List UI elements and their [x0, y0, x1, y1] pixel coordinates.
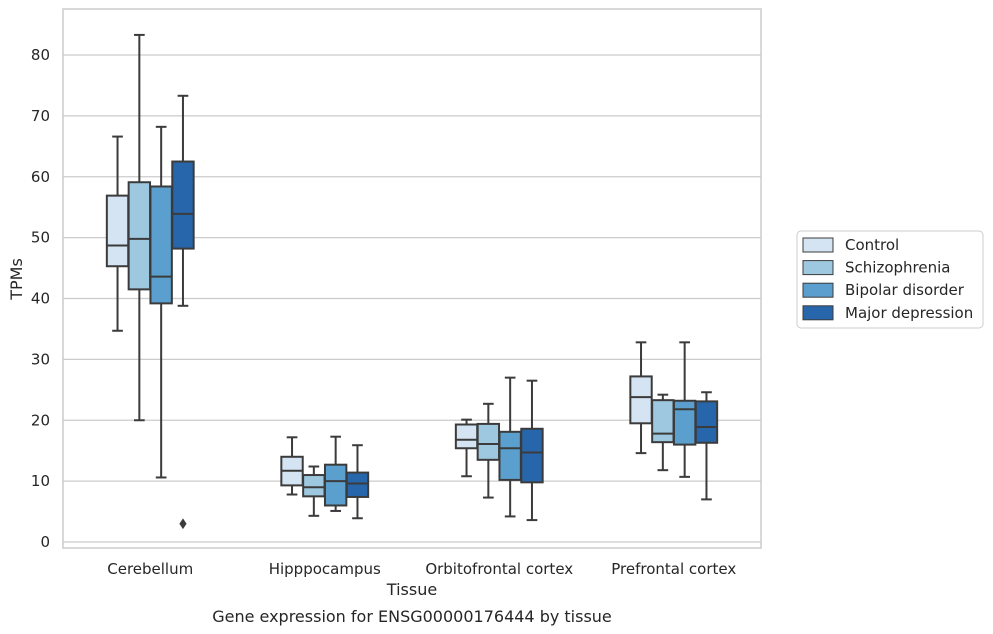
box-iqr — [672, 399, 697, 446]
box-group — [127, 33, 152, 422]
box-group — [651, 393, 675, 472]
legend-frame — [796, 230, 984, 329]
legend-label: Major depression — [845, 304, 973, 322]
grid-lines — [63, 54, 761, 543]
box-iqr — [651, 399, 675, 444]
boxes — [105, 33, 719, 530]
box-group — [149, 125, 173, 479]
box-iqr — [345, 471, 370, 498]
legend-swatch — [802, 305, 834, 321]
box-iqr — [454, 423, 479, 450]
box-iqr — [302, 474, 326, 498]
y-tick-label: 10 — [31, 472, 50, 490]
y-tick-label: 50 — [31, 229, 50, 247]
y-tick-label: 40 — [31, 290, 50, 308]
y-tick-label: 30 — [31, 350, 50, 368]
box-group — [454, 418, 479, 478]
plot-area — [62, 8, 762, 549]
box-group — [476, 402, 501, 499]
box-iqr — [105, 194, 130, 268]
box-group — [171, 94, 195, 530]
box-iqr — [127, 181, 152, 291]
box-iqr — [323, 463, 348, 507]
x-tick-label: Hipppocampus — [269, 560, 381, 578]
chart-caption: Gene expression for ENSG00000176444 by t… — [212, 607, 612, 626]
legend-label: Schizophrenia — [845, 259, 950, 277]
y-axis-label: TPMs — [7, 258, 26, 301]
outlier-point — [179, 518, 187, 530]
legend-label: Bipolar disorder — [845, 281, 965, 299]
y-tick-label: 70 — [31, 107, 50, 125]
box-iqr — [476, 422, 501, 461]
x-tick-label: Orbitofrontal cortex — [425, 560, 573, 578]
box-iqr — [520, 427, 544, 484]
box-iqr — [171, 160, 195, 250]
y-tick-label: 20 — [31, 411, 50, 429]
legend-label: Control — [845, 236, 899, 254]
box-group — [498, 376, 522, 518]
legend-swatch — [802, 260, 834, 276]
box-iqr — [694, 400, 719, 444]
box-group — [345, 444, 370, 520]
legend: Control Schizophrenia Bipolar disorder Majo… — [796, 230, 984, 329]
legend-swatch — [802, 237, 834, 253]
x-axis-ticks: Cerebellum Hipppocampus Orbitofrontal cort… — [107, 560, 736, 578]
y-tick-label: 60 — [31, 168, 50, 186]
box-iqr — [629, 375, 653, 425]
box-group — [280, 436, 304, 496]
box-group — [520, 379, 544, 522]
box-group — [694, 391, 719, 501]
box-iqr — [498, 430, 522, 481]
y-axis-ticks: 0 10 20 30 40 50 60 70 80 — [31, 46, 50, 551]
legend-swatch — [802, 282, 834, 298]
box-iqr — [149, 185, 173, 305]
y-tick-label: 0 — [40, 533, 50, 551]
x-tick-label: Prefrontal cortex — [611, 560, 736, 578]
y-tick-label: 80 — [31, 46, 50, 64]
box-group — [105, 135, 130, 332]
x-tick-label: Cerebellum — [107, 560, 193, 578]
x-axis-label: Tissue — [386, 580, 437, 599]
